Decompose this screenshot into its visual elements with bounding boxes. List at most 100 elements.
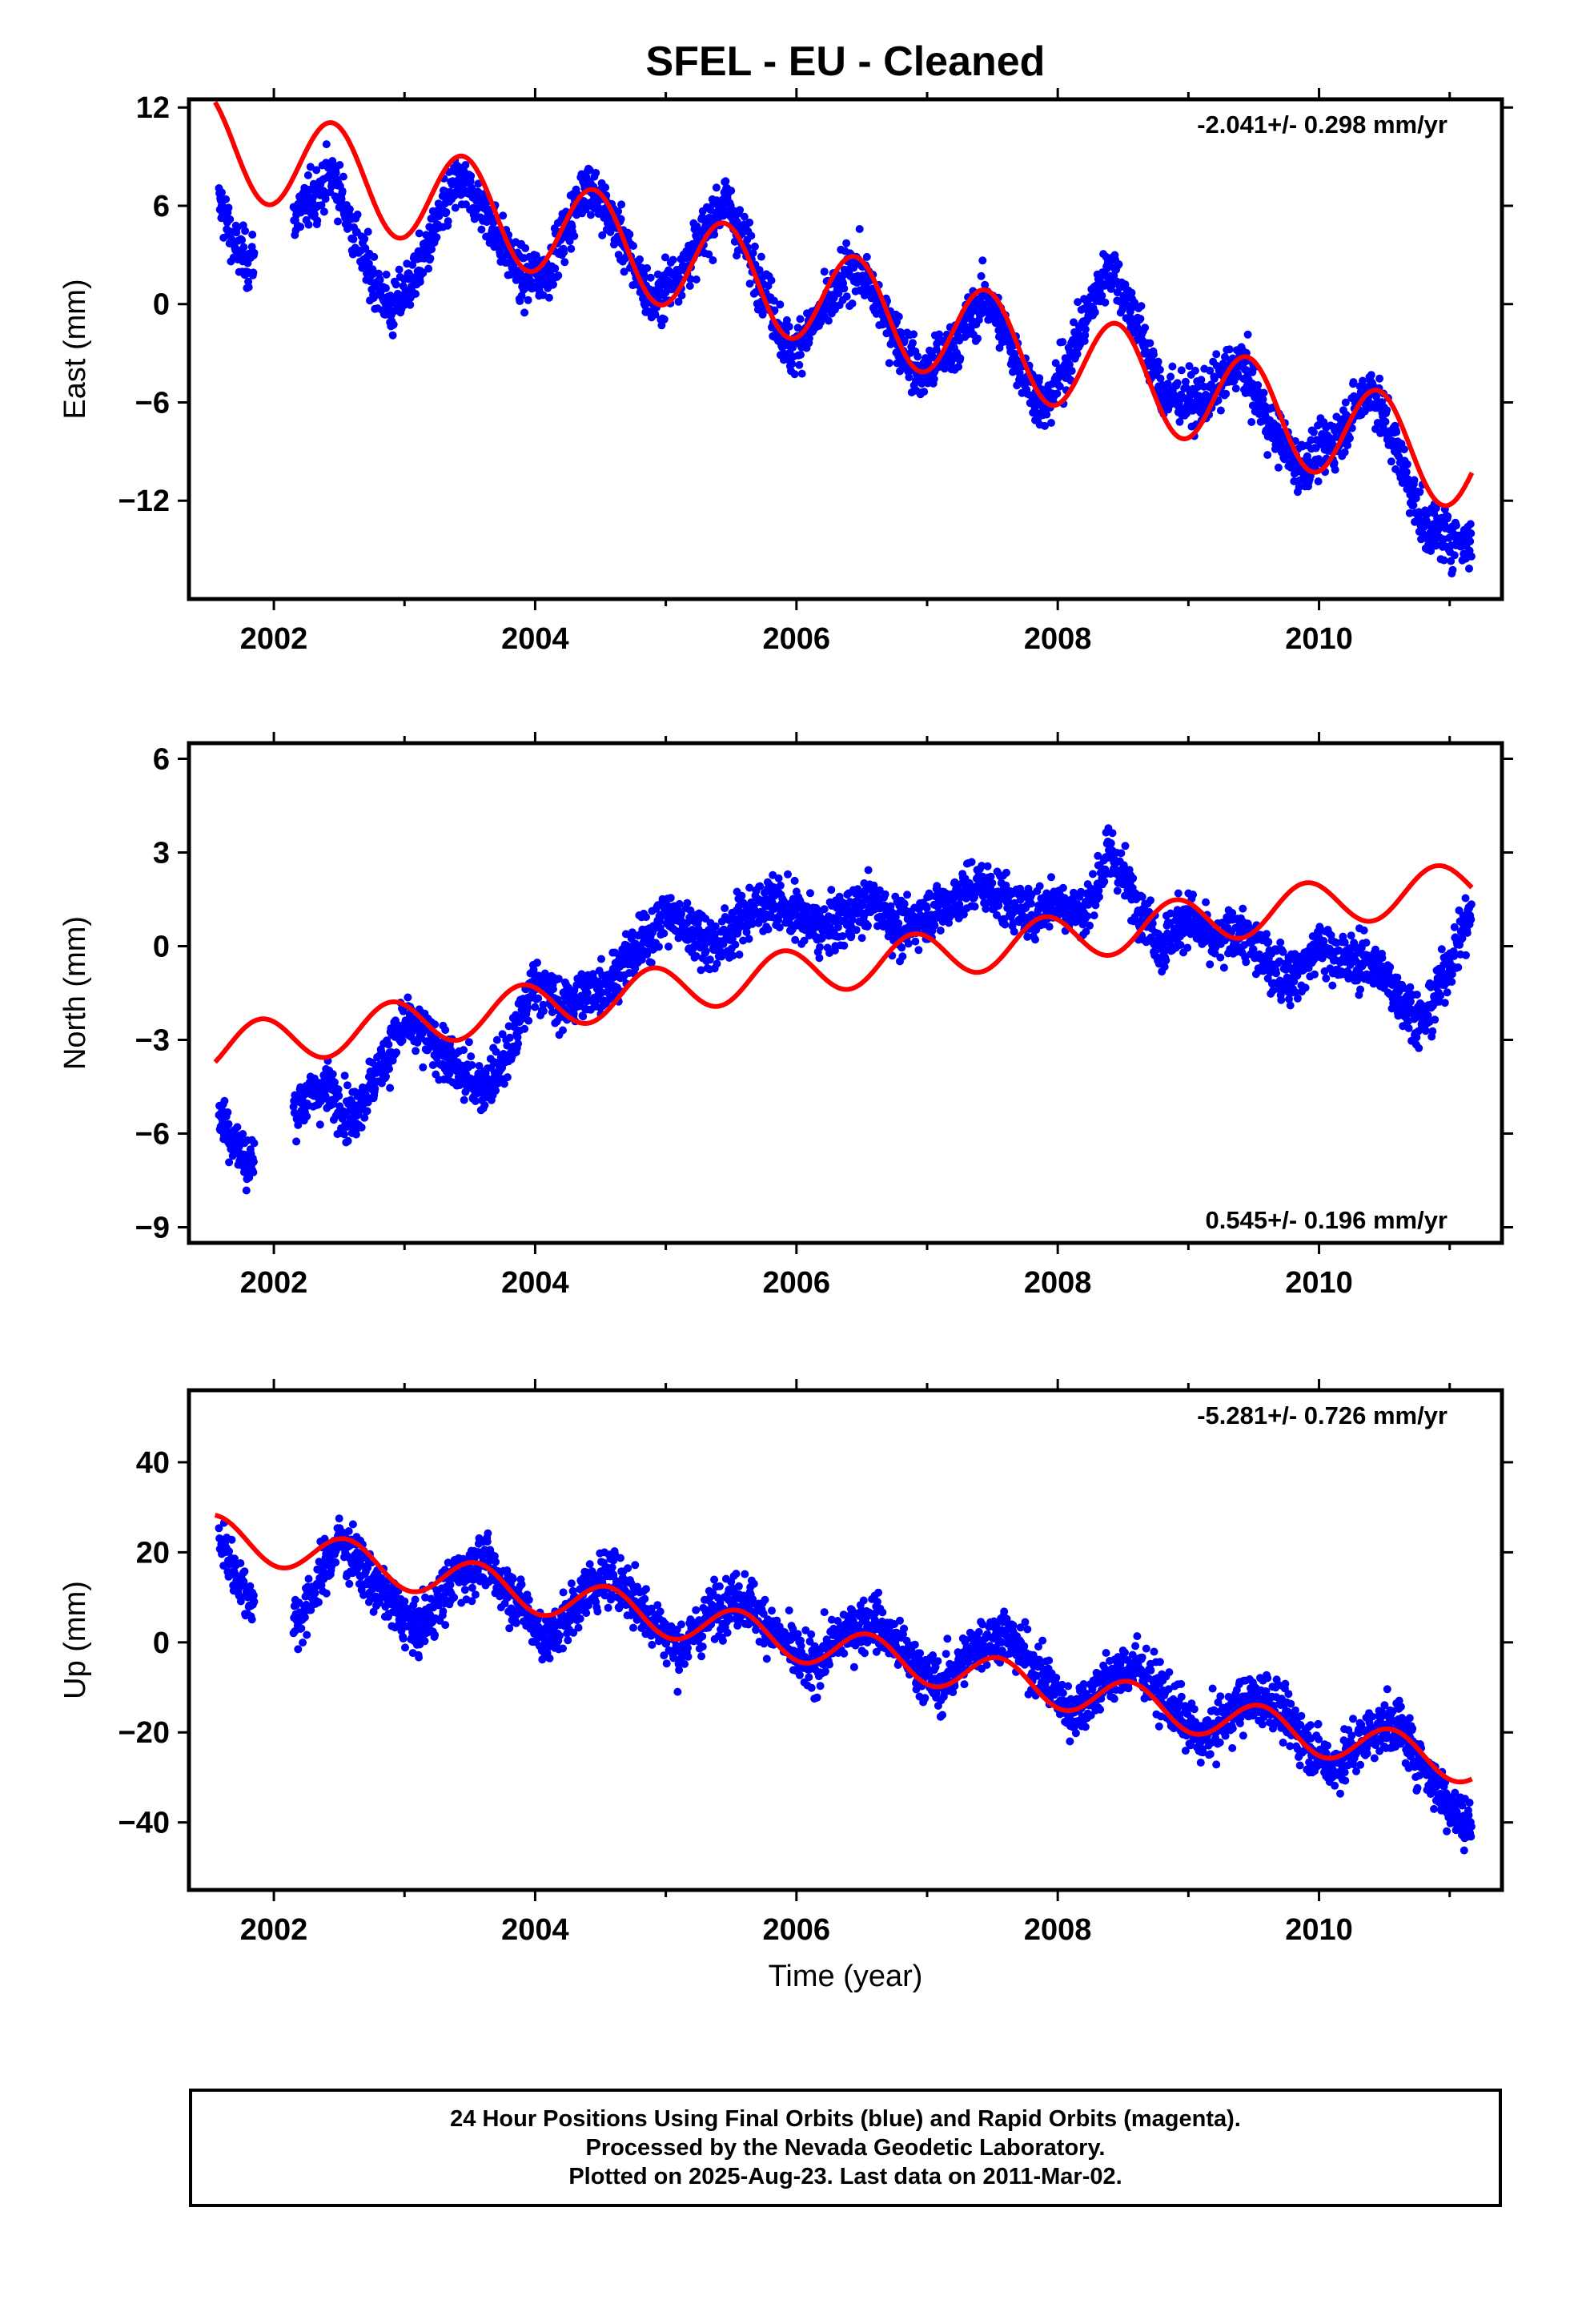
data-point: [1194, 383, 1203, 391]
data-point-anchor: [217, 202, 226, 210]
data-point: [1206, 960, 1215, 969]
data-point: [551, 264, 560, 273]
data-point: [1026, 899, 1035, 908]
figure-title: SFEL - EU - Cleaned: [646, 38, 1046, 85]
data-point: [689, 935, 697, 943]
data-point: [340, 1130, 348, 1139]
data-point: [903, 891, 912, 899]
data-point: [1263, 451, 1272, 460]
data-point: [986, 872, 995, 881]
data-point: [441, 1026, 450, 1035]
x-tick-label: 2002: [240, 622, 308, 656]
data-point: [721, 904, 729, 913]
data-point: [524, 1003, 532, 1012]
data-point: [1155, 365, 1164, 374]
data-point: [1002, 881, 1010, 890]
data-point: [785, 322, 793, 331]
data-point: [306, 163, 315, 171]
data-point: [531, 1003, 540, 1011]
data-point: [1183, 943, 1192, 952]
data-point-anchor: [479, 202, 488, 210]
data-point: [735, 951, 744, 959]
data-point: [1331, 465, 1339, 474]
data-point: [304, 220, 313, 229]
data-point: [750, 242, 759, 251]
data-point: [371, 1084, 379, 1093]
data-point: [1148, 919, 1157, 928]
data-point: [218, 188, 226, 197]
x-tick-label: 2004: [501, 622, 569, 656]
data-point: [1121, 842, 1130, 850]
data-point: [389, 320, 398, 329]
data-point: [375, 275, 384, 284]
data-point-anchor: [1459, 537, 1467, 546]
data-point-anchor: [818, 308, 827, 316]
data-point: [731, 940, 740, 949]
data-point: [1263, 930, 1271, 939]
data-point: [592, 168, 600, 177]
data-point: [1431, 504, 1440, 513]
data-point: [1216, 406, 1225, 415]
data-point: [982, 905, 990, 913]
data-point: [1314, 477, 1323, 486]
data-point: [1283, 973, 1291, 982]
data-point: [1086, 921, 1094, 930]
data-point: [1035, 374, 1044, 383]
data-point: [1051, 359, 1060, 368]
data-point: [597, 955, 605, 963]
data-point: [1114, 260, 1123, 268]
data-point: [1023, 932, 1032, 941]
data-point: [1058, 338, 1067, 346]
data-point: [1330, 459, 1339, 468]
data-point: [570, 231, 579, 240]
data-point: [683, 899, 692, 907]
data-point: [524, 1016, 533, 1025]
data-point: [598, 231, 607, 239]
data-point: [539, 1000, 548, 1009]
data-point: [1450, 551, 1459, 560]
data-point: [549, 985, 557, 994]
data-point: [675, 899, 684, 908]
data-point-anchor: [721, 193, 729, 202]
data-point: [838, 932, 847, 940]
data-point: [313, 216, 322, 225]
data-point: [756, 882, 765, 891]
data-point: [388, 331, 397, 340]
data-point: [249, 1157, 258, 1166]
data-point: [363, 227, 372, 236]
data-point: [499, 211, 508, 220]
data-point-anchor: [1419, 521, 1428, 529]
data-point: [847, 931, 856, 940]
data-point: [764, 925, 773, 934]
data-point: [503, 1041, 512, 1050]
data-point: [363, 1098, 372, 1107]
data-point-anchor: [1197, 398, 1206, 407]
data-point: [1254, 381, 1263, 389]
data-point: [331, 1078, 339, 1087]
data-point: [842, 239, 851, 247]
data-point-anchor: [544, 267, 552, 275]
data-point: [382, 270, 391, 279]
data-point: [740, 212, 749, 221]
data-point: [392, 1048, 401, 1057]
y-tick-label: 12: [136, 91, 170, 125]
data-point: [351, 1130, 360, 1139]
data-point: [1177, 366, 1186, 375]
data-point: [416, 278, 424, 286]
data-point: [909, 330, 918, 339]
data-point-anchor: [583, 177, 592, 186]
data-point: [1067, 367, 1076, 376]
data-point: [370, 252, 379, 261]
y-tick-label: 0: [153, 288, 170, 322]
data-point: [1409, 501, 1418, 509]
data-point: [514, 1039, 523, 1048]
data-point: [978, 256, 987, 265]
data-point: [361, 244, 370, 252]
data-point: [1222, 389, 1231, 398]
data-point: [685, 282, 694, 290]
data-point: [353, 210, 362, 219]
data-point: [1206, 366, 1215, 375]
data-point: [894, 312, 903, 321]
data-point: [1058, 883, 1067, 892]
